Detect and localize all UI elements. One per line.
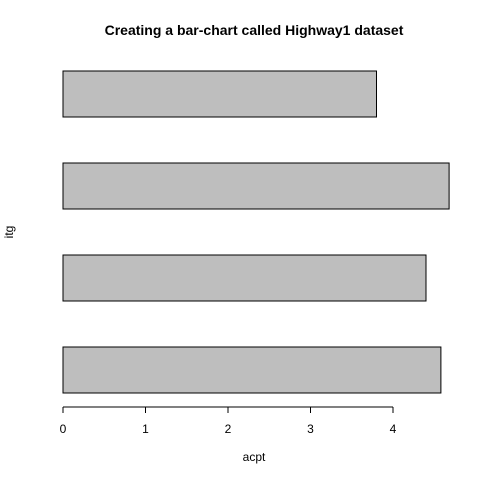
x-tick-label-1: 1 — [142, 422, 149, 436]
bar-2 — [62, 254, 427, 302]
x-axis: 0 1 2 3 4 — [60, 406, 397, 436]
x-axis-title: acpt — [243, 450, 266, 464]
x-tick-label-3: 3 — [307, 422, 314, 436]
x-tick-label-2: 2 — [225, 422, 232, 436]
y-axis-title: itg — [2, 226, 16, 239]
x-tick-label-4: 4 — [390, 422, 397, 436]
bar-3 — [62, 162, 450, 210]
bars-layer — [62, 70, 450, 394]
x-ticks: 0 1 2 3 4 — [60, 407, 397, 436]
bar-4 — [62, 70, 377, 118]
chart-title: Creating a bar-chart called Highway1 dat… — [105, 22, 404, 38]
bar-1 — [62, 346, 442, 394]
x-tick-label-0: 0 — [60, 422, 67, 436]
